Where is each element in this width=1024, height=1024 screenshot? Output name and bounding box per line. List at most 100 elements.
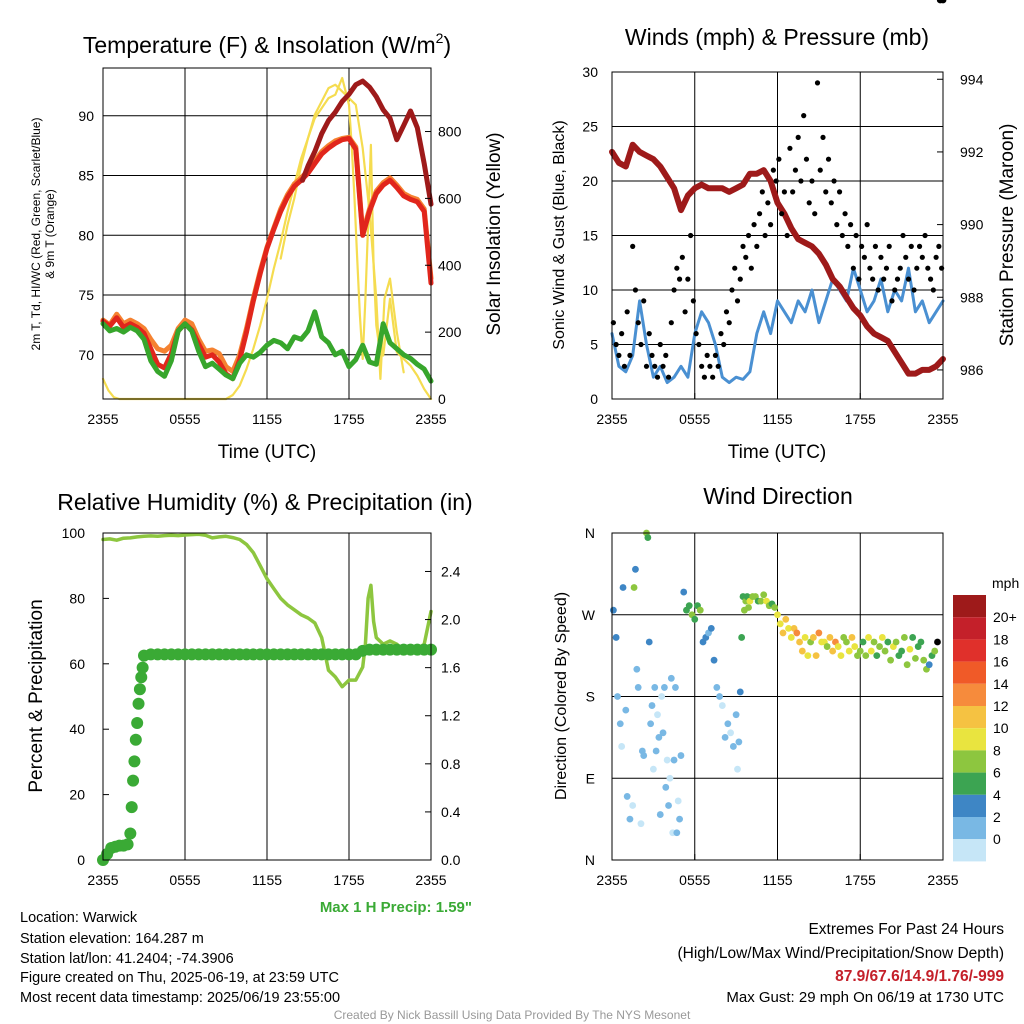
gust-point xyxy=(847,222,854,228)
gust-point xyxy=(641,298,647,304)
humidity-ylabel-left: Percent & Precipitation xyxy=(26,599,47,792)
y-right-tick-label: 992 xyxy=(960,144,984,160)
colorbar-swatch xyxy=(953,794,986,817)
y-left-tick-label: 75 xyxy=(78,287,94,303)
gust-point xyxy=(861,254,867,260)
direction-point xyxy=(644,534,652,541)
gust-point xyxy=(883,265,890,271)
gust-point xyxy=(745,232,752,239)
gust-point xyxy=(908,243,914,249)
direction-point xyxy=(622,706,630,714)
gust-point xyxy=(737,276,743,282)
gust-point xyxy=(715,363,721,369)
y-left-tick-label: 80 xyxy=(78,227,94,243)
gust-point xyxy=(892,287,898,293)
credit-line: Created By Nick Bassill Using Data Provi… xyxy=(334,1008,691,1022)
direction-point xyxy=(931,647,939,655)
direction-point xyxy=(881,647,889,655)
direction-point xyxy=(862,652,870,660)
y-left-tick-label: 90 xyxy=(78,108,94,124)
gust-point xyxy=(768,222,774,228)
direction-point xyxy=(878,634,886,641)
direction-point xyxy=(667,674,675,682)
direction-point xyxy=(735,738,743,746)
direction-point xyxy=(713,684,721,691)
gust-point xyxy=(643,363,650,369)
direction-point xyxy=(659,729,667,737)
y-left-tick-label: 85 xyxy=(78,168,94,184)
y-right-tick-label: 2.0 xyxy=(441,612,461,628)
gust-point xyxy=(693,331,699,337)
gust-point xyxy=(674,265,680,271)
gust-point xyxy=(699,363,705,369)
gust-point xyxy=(801,113,807,119)
y-left-tick-label: 0 xyxy=(590,391,598,407)
x-tick-label: 1755 xyxy=(333,411,364,427)
precip-point xyxy=(133,683,146,696)
direction-point xyxy=(787,634,795,641)
direction-point xyxy=(736,688,744,696)
gust-point xyxy=(770,167,776,173)
direction-point xyxy=(661,684,668,691)
y-right-tick-label: 1.6 xyxy=(441,660,461,676)
y-left-tick-label: 15 xyxy=(582,228,598,244)
gust-point xyxy=(619,331,625,337)
x-tick-label: 1155 xyxy=(762,872,792,888)
colorbar-swatch xyxy=(953,683,986,706)
x-tick-label: 0555 xyxy=(679,411,710,427)
gust-point xyxy=(740,243,746,249)
direction-point xyxy=(826,634,834,641)
direction-point xyxy=(666,774,674,782)
gust-point xyxy=(795,134,801,140)
gust-point xyxy=(776,156,782,162)
direction-point xyxy=(815,629,823,637)
humidity-title: Relative Humidity (%) & Precipitation (i… xyxy=(57,489,472,515)
gust-point xyxy=(704,352,710,358)
gust-point xyxy=(834,222,840,228)
direction-point xyxy=(665,802,672,809)
gust-point xyxy=(889,298,895,304)
colorbar-label: 12 xyxy=(993,698,1009,714)
direction-point xyxy=(934,638,941,646)
gust-point xyxy=(679,254,685,260)
direction-point xyxy=(654,711,661,719)
direction-point xyxy=(900,634,908,641)
direction-point xyxy=(892,638,900,646)
gust-point xyxy=(870,276,876,282)
colorbar-swatch xyxy=(953,706,986,729)
direction-point xyxy=(809,634,817,641)
series-line-rh xyxy=(101,532,433,689)
direction-point xyxy=(648,702,656,709)
direction-point xyxy=(771,604,779,611)
direction-point xyxy=(925,661,933,669)
gust-point xyxy=(867,265,873,271)
y-right-tick-label: 0.8 xyxy=(441,756,461,772)
direction-point xyxy=(812,652,820,660)
extremes-title: Extremes For Past 24 Hours xyxy=(808,921,1004,938)
winds-xlabel: Time (UTC) xyxy=(728,442,827,463)
direction-point xyxy=(707,624,715,632)
gust-point xyxy=(624,309,630,315)
direction-point xyxy=(912,654,919,662)
direction-point xyxy=(867,647,875,655)
gust-point xyxy=(911,287,917,293)
gust-point xyxy=(660,363,666,369)
gust-point xyxy=(759,189,765,195)
direction-point xyxy=(851,643,859,650)
x-tick-label: 1155 xyxy=(252,411,282,427)
gust-point xyxy=(790,189,796,195)
gust-point xyxy=(933,254,939,260)
gust-point xyxy=(756,211,763,217)
direction-point xyxy=(724,720,732,728)
extremes-values: 87.9/67.6/14.9/1.76/-999 xyxy=(835,968,1004,985)
direction-point xyxy=(658,693,666,700)
gust-point xyxy=(646,331,652,337)
gust-point xyxy=(817,167,823,173)
gust-point xyxy=(814,80,821,86)
gust-point xyxy=(762,232,768,239)
temperature-panel: Temperature (F) & Insolation (W/m2) 70 75… xyxy=(29,30,505,463)
y-right-tick-label: 990 xyxy=(960,217,984,233)
x-tick-label: 2355 xyxy=(927,411,958,427)
gust-point xyxy=(743,254,749,260)
